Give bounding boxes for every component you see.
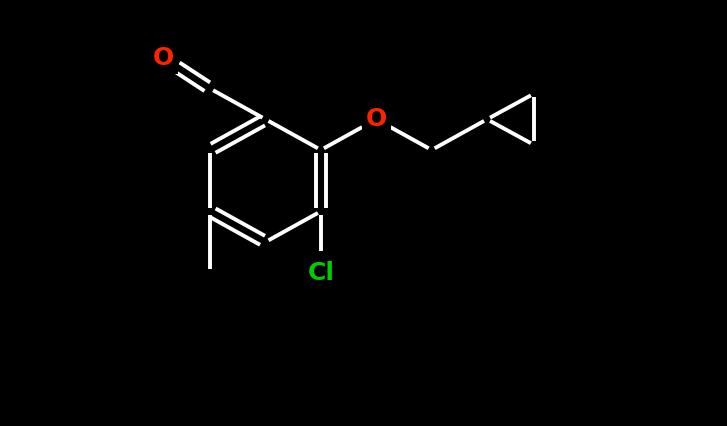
Text: O: O [366,107,387,131]
Text: Cl: Cl [308,261,334,285]
Text: O: O [153,46,174,70]
